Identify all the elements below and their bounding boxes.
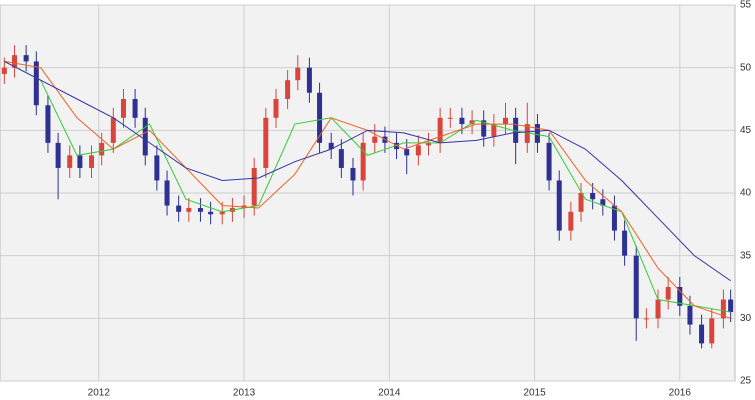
candle-body: [197, 208, 203, 212]
candle-body: [45, 105, 51, 143]
candle-body: [1, 67, 7, 74]
candle-body: [590, 193, 596, 200]
candle-body: [502, 117, 508, 125]
candle-body: [154, 155, 160, 181]
candle-body: [622, 230, 628, 256]
y-tick-label: 45: [740, 125, 752, 136]
candle-body: [655, 299, 661, 319]
candle-body: [709, 318, 715, 344]
candle-body: [285, 80, 291, 99]
candle-body: [99, 142, 105, 156]
candle-body: [534, 124, 540, 143]
candle-body: [132, 99, 138, 118]
candle-body: [12, 55, 18, 68]
candle-body: [546, 142, 552, 181]
candle-body: [372, 136, 378, 143]
x-tick-label: 2015: [523, 388, 546, 399]
candle-body: [328, 142, 334, 150]
moving-average-line: [4, 60, 731, 282]
candle-body: [665, 287, 671, 300]
candle-body: [142, 117, 148, 156]
y-tick-label: 35: [740, 250, 752, 261]
candle-body: [219, 211, 225, 215]
candle-body: [55, 142, 61, 168]
candle-body: [459, 117, 465, 125]
candle-body: [33, 61, 39, 106]
candle-body: [23, 55, 29, 62]
candle-body: [89, 155, 95, 168]
candle-body: [633, 255, 639, 319]
candle-body: [687, 305, 693, 325]
candle-body: [568, 211, 574, 231]
x-tick-label: 2012: [88, 388, 111, 399]
candle-body: [360, 142, 366, 181]
candle-body: [338, 149, 344, 168]
moving-average-line: [4, 60, 731, 313]
candle-body: [699, 324, 705, 344]
x-tick-label: 2014: [378, 388, 401, 399]
x-tick-label: 2013: [233, 388, 256, 399]
candle-body: [273, 99, 279, 118]
candle-body: [578, 193, 584, 212]
candle-body: [524, 124, 530, 143]
candle-body: [176, 205, 182, 212]
x-tick-label: 2016: [669, 388, 692, 399]
candle-body: [67, 155, 73, 168]
candle-body: [120, 99, 126, 118]
y-tick-label: 50: [740, 62, 752, 73]
candle-body: [251, 167, 257, 206]
candle-body: [469, 120, 475, 125]
candle-body: [110, 117, 116, 143]
candle-body: [263, 117, 269, 168]
candle-body: [394, 142, 400, 150]
candle-body: [491, 124, 497, 137]
candle-body: [164, 180, 170, 206]
candle-body: [295, 67, 301, 81]
candle-body: [77, 155, 83, 168]
candle-body: [415, 145, 421, 156]
candle-body: [677, 287, 683, 306]
candle-body: [404, 149, 410, 156]
candle-body: [643, 318, 649, 320]
candle-body: [720, 299, 726, 319]
y-tick-label: 30: [740, 313, 752, 324]
candle-body: [447, 117, 453, 119]
candle-body: [481, 120, 487, 137]
candle-body: [611, 205, 617, 231]
candle-body: [426, 142, 432, 146]
y-tick-label: 55: [740, 0, 752, 11]
y-tick-label: 25: [740, 376, 752, 387]
candle-body: [350, 167, 356, 181]
candle-body: [306, 67, 312, 93]
candle-body: [728, 299, 734, 313]
y-tick-label: 40: [740, 188, 752, 199]
candle-body: [556, 180, 562, 231]
candle-body: [186, 208, 192, 212]
candle-body: [600, 199, 606, 206]
candle-body: [317, 92, 323, 143]
candle-body: [437, 117, 443, 143]
candle-body: [208, 211, 214, 215]
